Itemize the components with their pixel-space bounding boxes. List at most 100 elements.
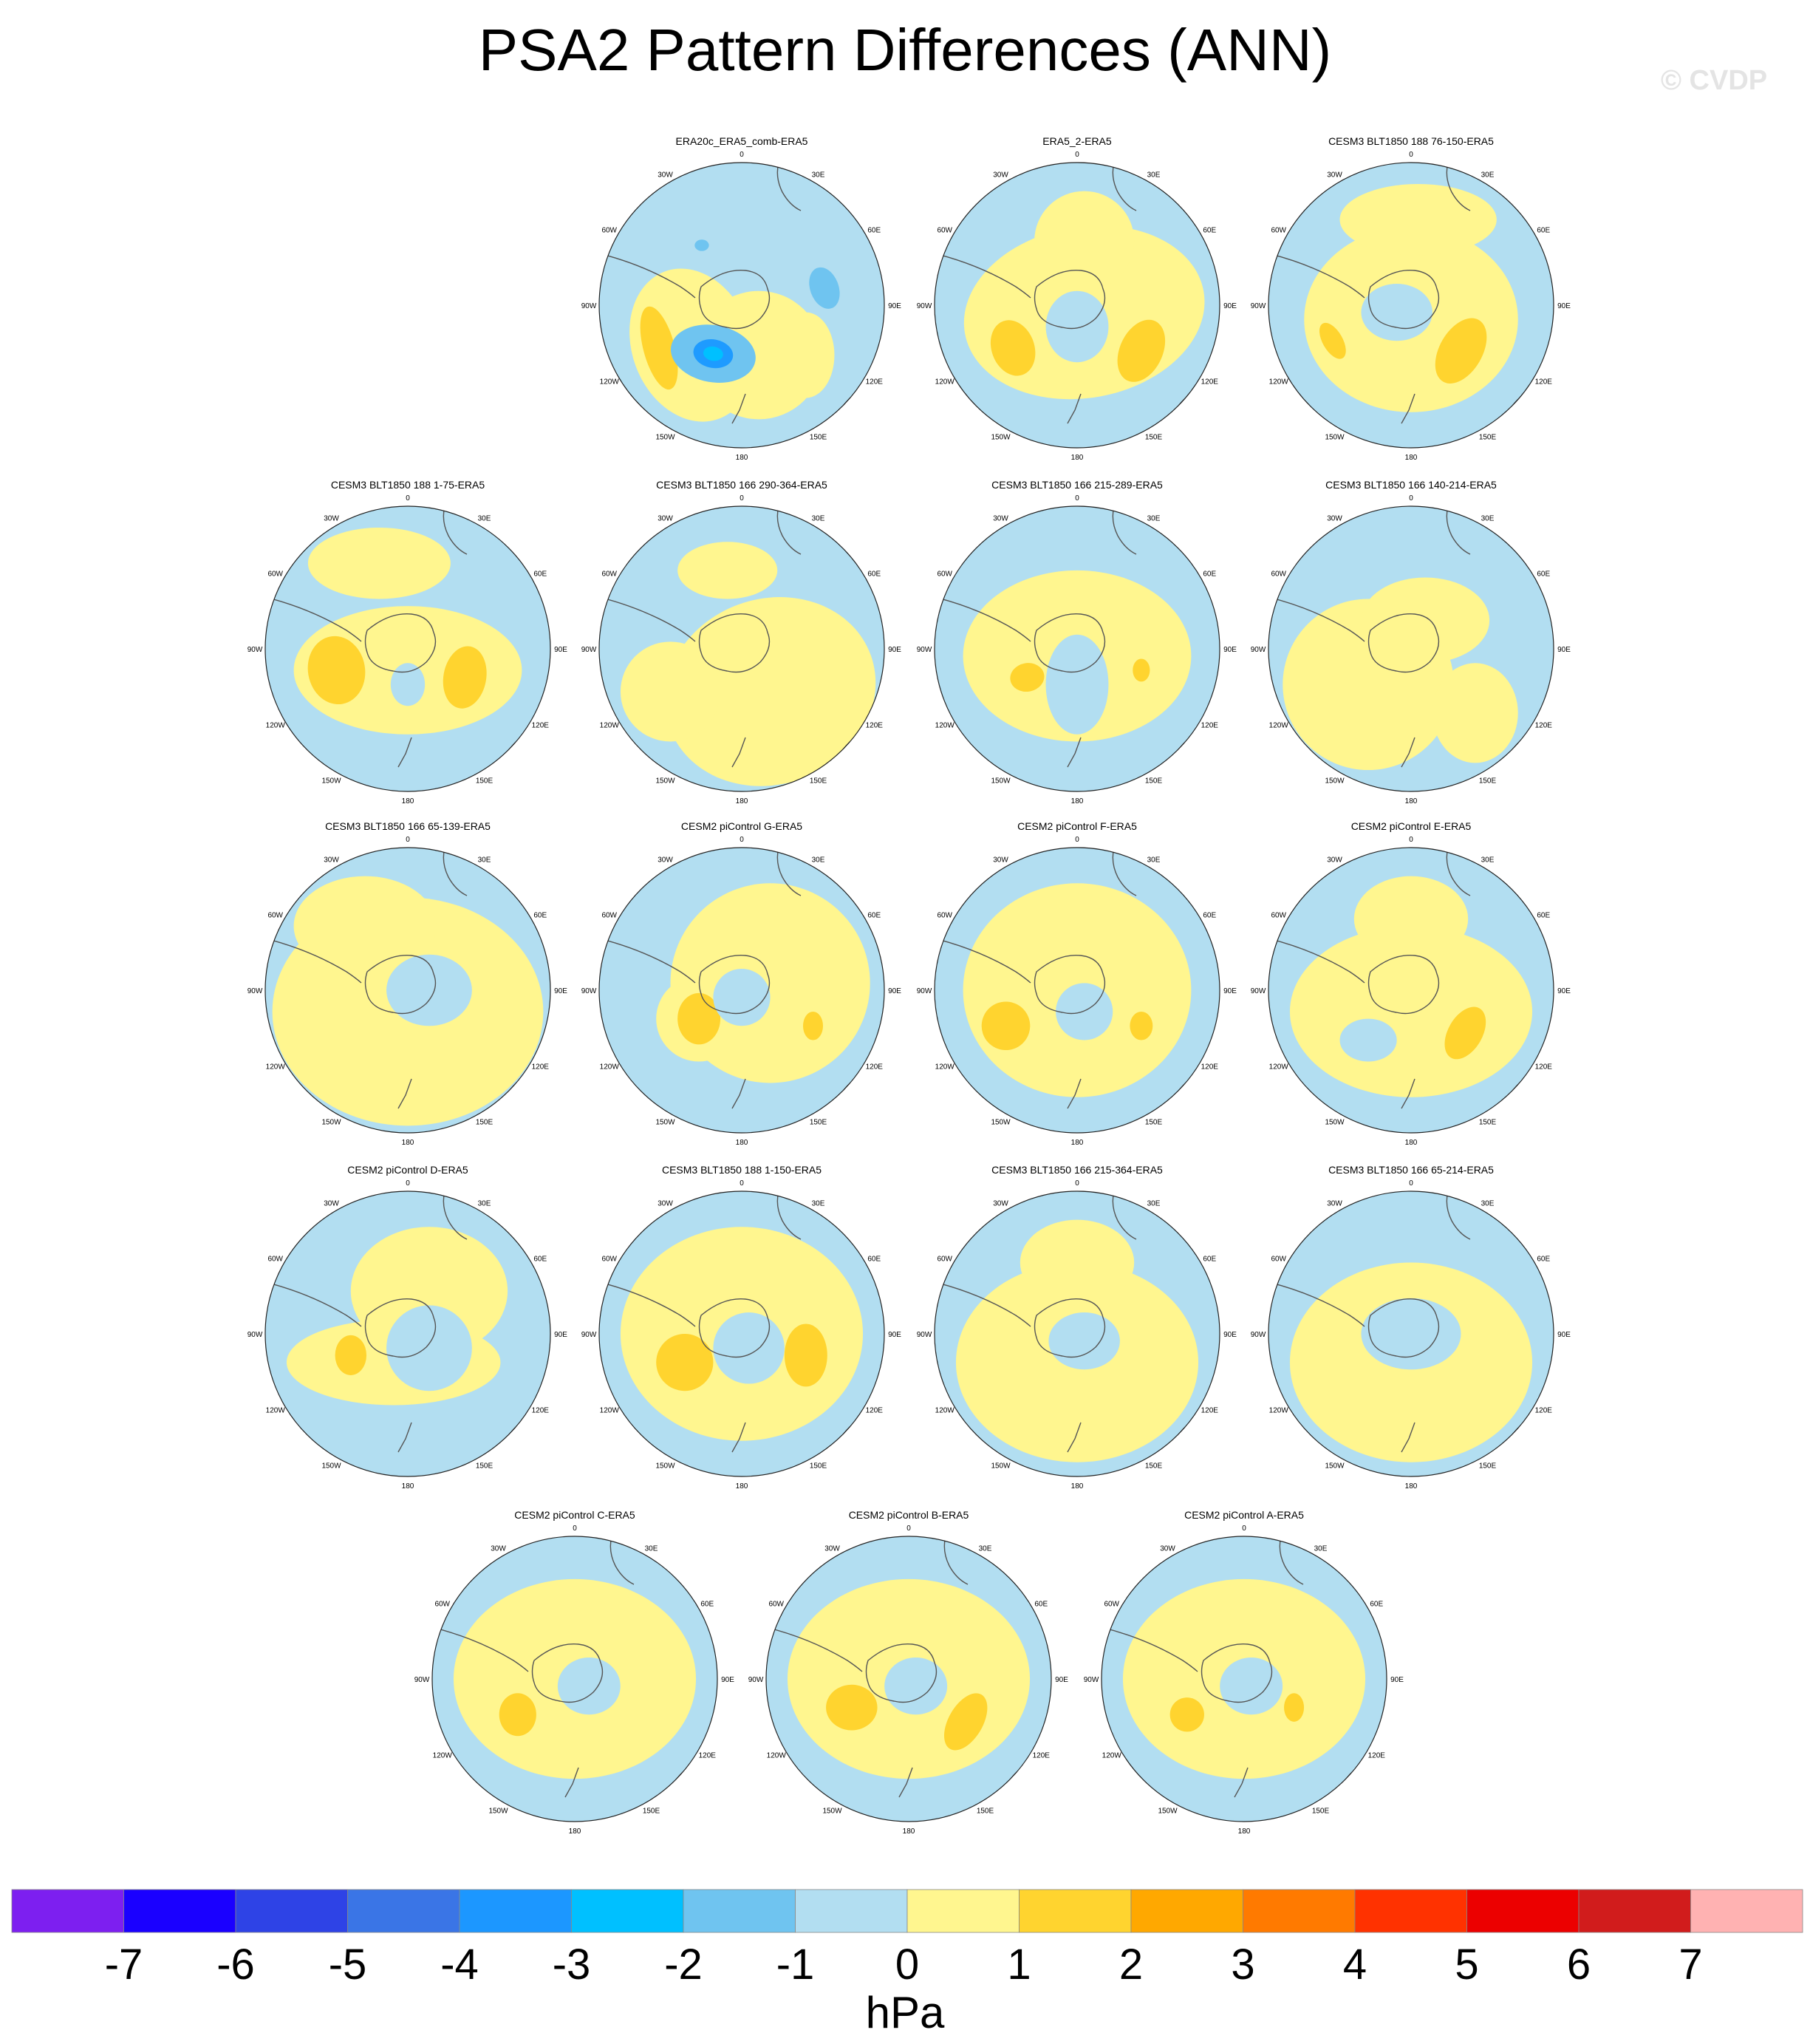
longitude-label: 90E [1557,302,1571,310]
contour-region [1353,876,1469,962]
longitude-label: 60E [533,1256,547,1264]
longitude-label: 150E [810,434,827,442]
longitude-label: 90W [247,987,263,995]
longitude-label: 90E [554,646,567,654]
map-boundary [598,1190,885,1477]
colorbar-swatch [11,1889,124,1933]
colorbar-swatch [123,1889,236,1933]
panel-title: CESM3 BLT1850 188 1-75-ERA5 [331,479,485,491]
south-america-outline [766,1626,863,1672]
antarctica-outline [1034,1298,1106,1358]
map-boundary [1268,847,1554,1134]
longitude-label: 30E [1147,514,1161,522]
longitude-label: 90W [1084,1676,1099,1684]
antarctica-outline [531,1643,604,1703]
longitude-label: 150E [476,1119,494,1127]
new-zealand-outline [1067,393,1082,424]
contour-field [766,1536,1051,1822]
longitude-label: 90E [888,302,901,310]
new-zealand-outline [1067,1422,1082,1453]
longitude-label: 60W [937,912,952,920]
longitude-label: 150E [476,1462,494,1471]
south-america-outline [935,1281,1031,1327]
longitude-label: 120W [600,1063,620,1072]
contour-field [935,1191,1220,1476]
contour-region [1432,663,1518,763]
map-boundary [431,1536,718,1822]
map-boundary [264,1190,551,1477]
longitude-label: 60E [1034,1601,1048,1609]
contour-field [432,1536,717,1822]
antarctica-outline [698,613,771,673]
south-america-outline [432,1626,529,1672]
longitude-label: 60W [601,912,617,920]
map-panel: CESM3 BLT1850 188 1-150-ERA5 0 30E 60E 90E 12… [581,1164,902,1491]
longitude-label: 150E [1312,1808,1330,1816]
south-america-outline [1268,1281,1365,1327]
longitude-label: 120E [1201,1407,1219,1415]
map-panel: CESM2 piControl E-ERA5 0 30E 60E 90E 120E 150E… [1251,820,1571,1147]
antarctica-outline [1367,1298,1440,1358]
contour-region [1130,1011,1153,1040]
new-zealand-outline [731,393,746,424]
longitude-label: 150E [810,1119,827,1127]
coastlines [935,1191,1220,1457]
longitude-label: 60E [1370,1601,1383,1609]
longitude-label: 60E [533,912,547,920]
contour-region [990,320,1036,376]
longitude-label: 90E [888,1331,901,1339]
south-america-outline [935,938,1031,984]
longitude-label: 90E [1223,646,1237,654]
longitude-label: 180 [1405,1139,1418,1147]
colorbar-swatch [1243,1889,1356,1933]
longitude-label: 180 [402,1482,414,1491]
contour-region [664,597,876,786]
longitude-label: 60W [1271,912,1286,920]
new-zealand-outline [1067,737,1082,768]
south-america-outline [1102,1626,1198,1672]
new-zealand-outline [1401,1422,1415,1453]
longitude-label: 120W [1269,1407,1289,1415]
longitude-label: 120W [600,378,620,386]
colorbar-tick-label: -1 [776,1941,815,1989]
longitude-label: 90W [1251,1331,1266,1339]
map-boundary [934,505,1220,792]
colorbar-tick-label: -2 [664,1941,703,1989]
longitude-label: 30W [324,856,339,864]
new-zealand-outline [564,1767,579,1798]
map-panel: CESM3 BLT1850 166 290-364-ERA5 0 30E 60E 90E… [581,479,902,805]
longitude-label: 90E [721,1676,734,1684]
longitude-label: 150E [810,777,827,786]
longitude-label: 120E [866,1407,884,1415]
panel-title: CESM3 BLT1850 188 76-150-ERA5 [1328,135,1494,147]
longitude-label: 120E [1201,378,1219,386]
longitude-label: 180 [1071,1482,1084,1491]
longitude-label: 60E [533,570,547,579]
longitude-label: 30E [478,856,491,864]
map-panel: CESM2 piControl G-ERA5 0 30E 60E 90E 120E 150E… [581,820,902,1147]
contour-region [703,346,723,361]
longitude-label: 30W [1327,856,1342,864]
longitude-label: 60E [1537,570,1550,579]
africa-outline [776,848,802,896]
contour-field [1268,506,1554,791]
longitude-label: 90W [1251,302,1266,310]
longitude-label: 60W [1271,570,1286,579]
contour-region [1169,1697,1204,1732]
africa-outline [443,848,468,896]
africa-outline [443,506,468,555]
antarctica-outline [1034,613,1106,673]
contour-region [1045,634,1109,735]
map-boundary [1268,162,1554,449]
longitude-label: 150W [321,1462,341,1471]
contour-region [1056,983,1113,1040]
panel-title: CESM3 BLT1850 166 215-364-ERA5 [991,1164,1163,1176]
map-boundary [598,505,885,792]
longitude-label: 150W [822,1808,842,1816]
longitude-label: 150W [488,1808,508,1816]
contour-field [1268,163,1554,448]
colorbar-swatch [1130,1889,1243,1933]
map-panel: CESM3 BLT1850 166 65-214-ERA5 0 30E 60E 90E 1… [1251,1164,1571,1491]
longitude-label: 180 [736,1482,748,1491]
